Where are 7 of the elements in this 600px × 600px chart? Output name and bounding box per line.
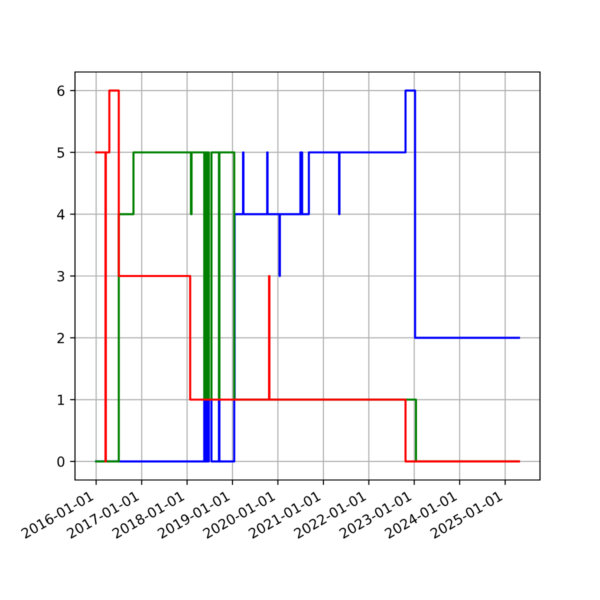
y-tick-label: 5: [58, 148, 64, 158]
y-tick-label: 6: [57, 86, 64, 96]
y-tick-label: 0: [57, 456, 64, 467]
y-tick-label: 1: [58, 394, 64, 405]
y-tick-label: 2: [57, 332, 64, 344]
y-tick-label: 4: [57, 209, 64, 220]
y-tick-label: 3: [58, 270, 64, 282]
